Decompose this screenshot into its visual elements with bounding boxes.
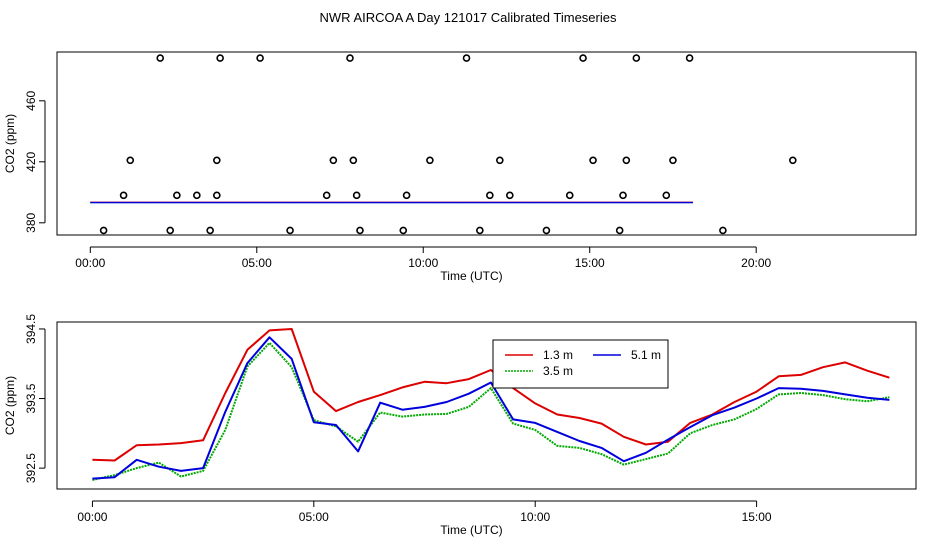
calibration-point <box>216 54 224 62</box>
legend-label: 5.1 m <box>631 348 661 362</box>
calibration-point <box>399 226 408 235</box>
calibration-point <box>719 226 727 235</box>
x-tick-label: 05:00 <box>242 256 272 270</box>
plot-frame <box>56 51 917 236</box>
series-line-3-5-m <box>92 341 890 481</box>
legend-box <box>492 339 669 389</box>
calibration-point <box>402 191 411 200</box>
calibration-point <box>256 54 264 62</box>
calibration-point <box>579 54 587 62</box>
calibration-point <box>462 54 471 62</box>
calibration-point <box>622 156 631 165</box>
calibration-point <box>789 156 797 165</box>
y-tick-label: 380 <box>24 212 38 232</box>
calibration-point <box>589 156 597 165</box>
calibration-point <box>506 191 514 200</box>
x-axis-label: Time (UTC) <box>440 523 502 537</box>
calibration-point <box>542 226 551 235</box>
calibration-point <box>685 54 694 62</box>
calibration-point <box>206 226 214 235</box>
page-title: NWR AIRCOA A Day 121017 Calibrated Times… <box>320 10 617 25</box>
calibration-point <box>119 191 128 200</box>
calibration-point <box>669 156 677 165</box>
x-tick-label: 20:00 <box>741 256 771 270</box>
series-line-1-3-m <box>92 328 890 462</box>
calibration-point <box>632 54 641 62</box>
y-tick-label: 420 <box>24 151 38 171</box>
legend-label: 1.3 m <box>543 348 573 362</box>
calibration-point <box>213 156 221 165</box>
calibration-point <box>156 54 165 62</box>
calibration-point <box>619 191 627 200</box>
bottom-panel: 00:00 05:00 10:00 15:00 Time (UTC) 392.5 393.5… <box>3 314 917 537</box>
top-panel: 00:00 05:00 10:00 15:00 20:00 Time (UTC) 380 42… <box>3 51 917 283</box>
y-axis-label: CO2 (ppm) <box>3 114 17 173</box>
calibration-point <box>486 191 494 200</box>
legend: 1.3 m 5.1 m 3.5 m <box>492 339 669 389</box>
y-tick-label: 393.5 <box>24 383 38 413</box>
x-tick-label: 00:00 <box>75 256 105 270</box>
legend-label: 3.5 m <box>543 364 573 378</box>
plot-frame <box>56 321 917 490</box>
x-tick-label: 15:00 <box>742 510 772 524</box>
calibration-point <box>99 226 108 235</box>
calibration-point <box>496 156 504 165</box>
calibration-point <box>322 191 331 200</box>
calibration-point <box>193 191 201 200</box>
calibration-point <box>329 156 338 165</box>
calibration-point <box>286 226 294 235</box>
calibration-point <box>352 191 361 200</box>
y-axis-label: CO2 (ppm) <box>3 376 17 435</box>
calibration-point <box>662 191 671 200</box>
series-line-5-1-m <box>92 336 890 480</box>
y-tick-label: 392.5 <box>24 453 38 483</box>
calibration-point <box>476 226 484 235</box>
calibration-point <box>213 191 221 200</box>
x-tick-label: 05:00 <box>299 510 329 524</box>
x-tick-label: 15:00 <box>575 256 605 270</box>
calibration-point <box>126 156 135 165</box>
calibration-point <box>615 226 624 235</box>
calibration-point <box>346 54 354 62</box>
x-tick-label: 10:00 <box>520 510 550 524</box>
y-tick-label: 394.5 <box>24 314 38 344</box>
y-tick-label: 460 <box>24 90 38 110</box>
x-tick-label: 10:00 <box>408 256 438 270</box>
x-axis-label: Time (UTC) <box>440 269 502 283</box>
x-tick-label: 00:00 <box>77 510 107 524</box>
calibration-point <box>356 226 364 235</box>
calibration-point <box>166 226 175 235</box>
calibration-point <box>173 191 181 200</box>
calibration-point <box>565 191 574 200</box>
calibration-point <box>426 156 434 165</box>
calibration-point <box>349 156 358 165</box>
